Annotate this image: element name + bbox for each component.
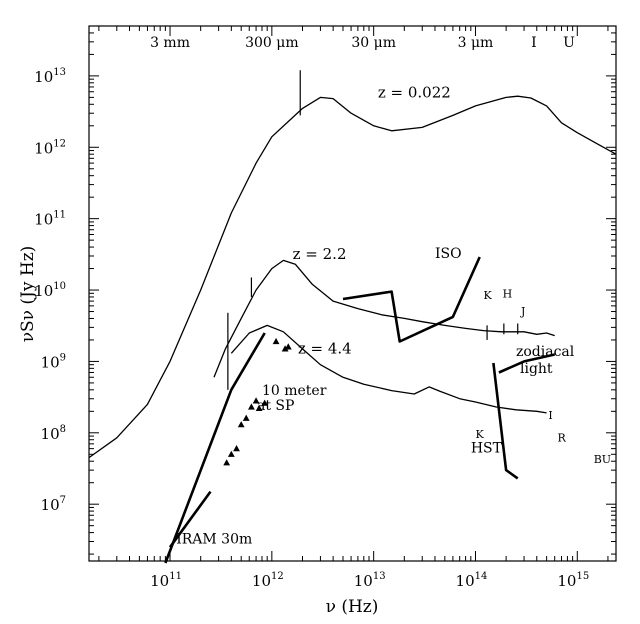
limit-line-iram-30m: [168, 490, 212, 548]
limit-line-iso: [342, 256, 481, 343]
y-axis-label: νSν (Jy Hz): [18, 246, 38, 343]
top-axis-label: 3 mm: [150, 35, 190, 51]
limit-line-zodiacal-light: [498, 353, 555, 374]
triangle-point: [255, 404, 263, 411]
triangle-point: [227, 450, 235, 457]
plot-frame: [88, 25, 617, 562]
triangle-point: [233, 445, 240, 452]
triangle-point: [252, 397, 260, 404]
series-label-z-0-022: z = 0.022: [378, 83, 451, 101]
triangle-point: [272, 337, 280, 345]
band-label-k: K: [475, 428, 484, 441]
x-axis-label: ν (Hz): [326, 597, 379, 617]
band-label-bu: BU: [594, 453, 611, 466]
top-axis-label: 3 μm: [458, 35, 494, 51]
survey-limits: [164, 256, 555, 564]
band-label-h: H: [503, 288, 513, 301]
band-label-j: J: [520, 305, 525, 318]
triangle-point: [284, 343, 292, 350]
limit-label-iram-30m: IRAM 30m: [176, 532, 252, 548]
triangle-point: [281, 345, 289, 352]
series-line-z-2-2: [213, 259, 555, 378]
chart-labels: 1011 1012 1013 1014 101510710810910101011101…: [18, 35, 611, 617]
triangle-point: [237, 421, 245, 428]
triangle-point: [261, 399, 269, 406]
triangle-point: [248, 403, 255, 410]
series-line-z-0-022: [88, 95, 617, 459]
top-axis-label: U: [563, 35, 575, 51]
top-axis-label: 30 μm: [351, 35, 396, 51]
top-axis-label: 300 μm: [245, 35, 299, 51]
series-label-z-4-4: z = 4.4: [298, 339, 352, 357]
series-label-z-2-2: z = 2.2: [293, 245, 347, 263]
band-label-i: I: [548, 409, 552, 422]
limit-line-hst: [492, 362, 519, 480]
band-label-r: R: [558, 431, 567, 444]
band-label-k: K: [484, 289, 493, 302]
limit-label-iso: ISO: [435, 246, 462, 262]
triangle-point: [223, 459, 231, 466]
limit-line-fit: [164, 332, 266, 564]
data-triangles: [223, 337, 292, 466]
limit-label-hst: HST: [471, 440, 503, 456]
top-axis-label: I: [531, 35, 537, 51]
triangle-point: [242, 414, 250, 421]
axis-ticks: [89, 25, 616, 561]
